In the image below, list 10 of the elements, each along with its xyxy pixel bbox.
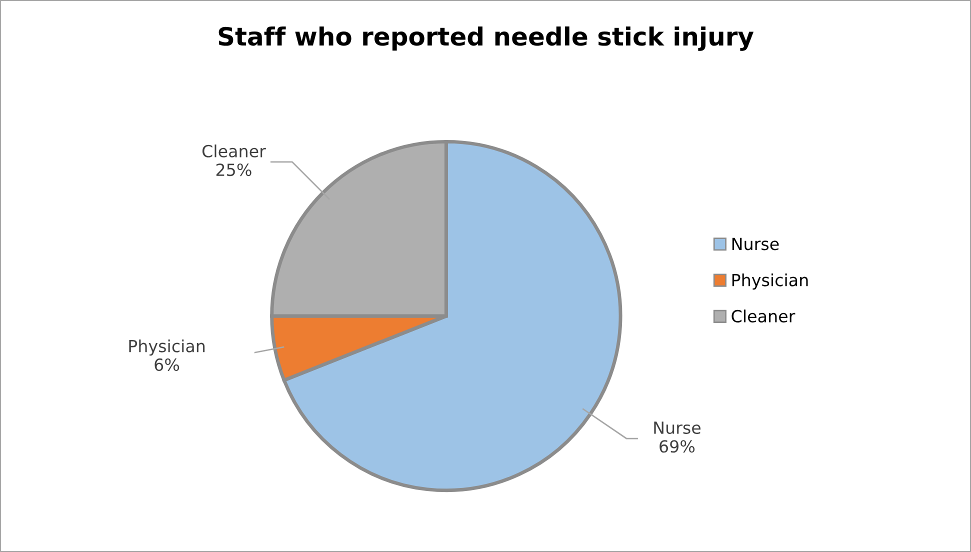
legend-label: Cleaner xyxy=(732,310,796,322)
chart-title: Staff who reported needle stick injury xyxy=(218,26,754,51)
legend-label: Physician xyxy=(732,273,808,290)
slice-label: Physician xyxy=(129,339,205,356)
slice-label: Cleaner xyxy=(202,144,266,158)
data-label: 25% xyxy=(216,163,252,176)
slice-label: Nurse xyxy=(654,422,700,434)
data-label: 6% xyxy=(154,358,180,372)
legend-label: Nurse xyxy=(732,238,779,250)
data-label: 69% xyxy=(660,440,695,453)
